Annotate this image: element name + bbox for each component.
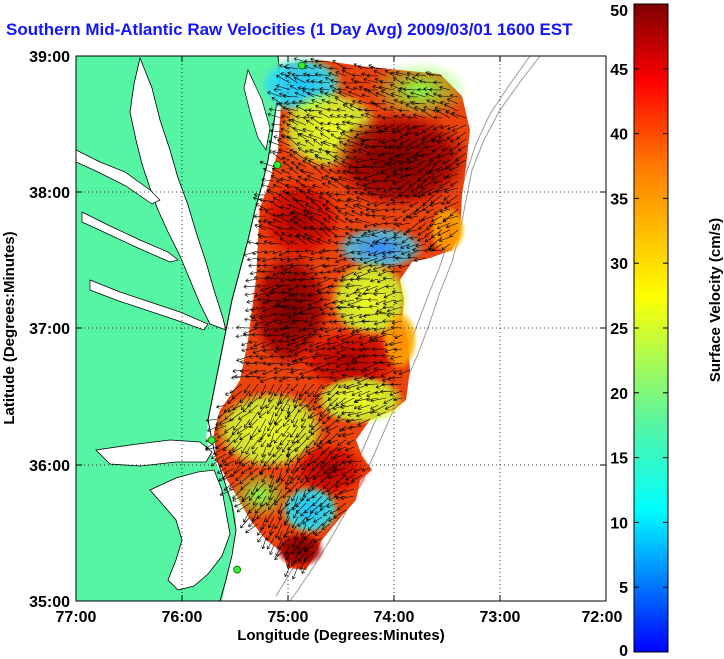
station-marker	[297, 61, 306, 70]
y-tick-label: 36:00	[29, 458, 70, 475]
y-axis-label: Latitude (Degrees:Minutes)	[1, 231, 18, 424]
potomac-river	[76, 149, 161, 205]
station-marker	[233, 565, 242, 574]
velocity-arrows	[205, 57, 467, 580]
station-markers	[207, 61, 306, 574]
y-tick-label: 38:00	[29, 185, 70, 202]
chesapeake-bay	[129, 56, 227, 331]
map-title: Southern Mid-Atlantic Raw Velocities (1 …	[6, 20, 573, 39]
x-tick-label: 77:00	[56, 609, 97, 626]
grid-lines	[76, 56, 606, 601]
shelf-contour	[289, 56, 541, 601]
x-tick-label: 76:00	[162, 609, 203, 626]
york-james-river	[89, 279, 209, 331]
x-tick-label: 72:00	[582, 609, 623, 626]
colorbar-tick-label: 40	[610, 127, 628, 144]
x-tick-label: 75:00	[268, 609, 309, 626]
colorbar-tick-label: 30	[610, 256, 628, 273]
colorbar-tick-label: 15	[610, 451, 628, 468]
velocity-shading	[215, 56, 470, 568]
colorbar-tick-label: 45	[610, 62, 628, 79]
station-marker	[207, 436, 216, 445]
x-tick-label: 74:00	[374, 609, 415, 626]
colorbar-label: Surface Velocity (cm/s)	[707, 218, 724, 382]
velocity-arrow	[205, 57, 467, 580]
colorbar-tick-label: 35	[610, 191, 628, 208]
colorbar-tick-label: 25	[610, 321, 628, 338]
pamlico-sound	[149, 469, 231, 591]
y-tick-label: 39:00	[29, 49, 70, 66]
colorbar-tick-label: 0	[619, 643, 628, 659]
x-axis-label: Longitude (Degrees:Minutes)	[237, 627, 445, 644]
colorbar-tick-label: 5	[619, 580, 628, 597]
rappahannock-river	[81, 211, 179, 263]
colorbar-ticks: 0 5 10 15 20 25 30 35 40 45 50	[610, 3, 668, 659]
outer-banks	[207, 419, 237, 601]
colorbar-tick-label: 20	[610, 386, 628, 403]
y-tick-label: 37:00	[29, 321, 70, 338]
station-marker	[273, 161, 282, 169]
y-tick-label: 35:00	[29, 594, 70, 611]
colorbar-tick-label: 10	[610, 515, 628, 532]
axis-ticks	[76, 56, 606, 601]
delaware-bay	[243, 68, 271, 151]
colorbar-tick-label: 50	[610, 3, 628, 20]
x-tick-label: 73:00	[480, 609, 521, 626]
colorbar	[633, 3, 669, 653]
coastline	[207, 56, 281, 421]
